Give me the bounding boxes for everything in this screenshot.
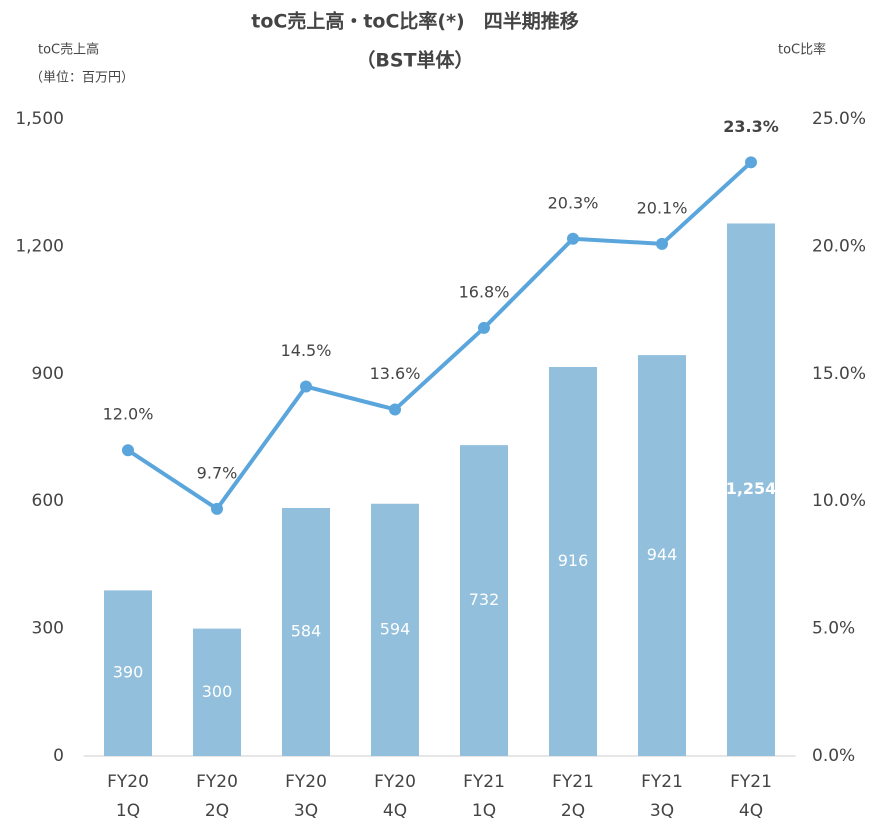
bar [193, 628, 241, 756]
bar-value-label: 916 [558, 551, 589, 570]
line-value-label: 23.3% [723, 117, 779, 136]
line-value-label: 14.5% [281, 341, 332, 360]
y-tick-label: 0 [53, 746, 64, 766]
bar-value-label: 300 [202, 682, 233, 701]
y2-tick-label: 0.0% [812, 746, 855, 766]
chart-title: toC売上高・toC比率(*) 四半期推移 [251, 10, 578, 33]
x-tick-label: FY21 1Q [463, 772, 505, 819]
bar-value-label: 1,254 [726, 479, 777, 498]
line-point [300, 380, 312, 393]
line [126, 160, 753, 512]
bar-value-label: 390 [113, 663, 144, 682]
y-axis-unit: （単位：百万円） [30, 70, 134, 86]
line-point [567, 232, 579, 245]
bar [104, 590, 152, 756]
line-point [656, 237, 668, 250]
y-tick-label: 1,200 [15, 236, 64, 256]
line-point [745, 156, 757, 169]
y2-tick-label: 5.0% [812, 619, 855, 639]
line-value-label: 20.1% [637, 198, 688, 217]
line-point [122, 444, 134, 457]
line-value-label: 20.3% [548, 193, 599, 212]
x-tick-label: FY20 3Q [285, 772, 327, 819]
bar-value-label: 732 [469, 590, 500, 609]
y-tick-label: 600 [32, 491, 64, 511]
y-tick-label: 900 [32, 364, 64, 384]
y-tick-label: 300 [32, 619, 64, 639]
x-tick-label: FY20 2Q [196, 772, 238, 819]
line-value-label: 13.6% [370, 364, 421, 383]
bar [549, 367, 597, 756]
line-value-label: 9.7% [197, 463, 238, 482]
line-point [211, 502, 223, 515]
bar [371, 503, 419, 756]
y2-tick-label: 15.0% [812, 364, 866, 384]
y-axis-label: toC売上高 [38, 42, 99, 58]
bar [727, 223, 775, 756]
chart-subtitle: （BST単体） [356, 49, 473, 72]
x-tick-label: FY21 3Q [641, 772, 683, 819]
bar [638, 355, 686, 756]
y2-tick-label: 25.0% [812, 109, 866, 129]
y2-axis-label: toC比率 [778, 42, 826, 58]
line-value-label: 16.8% [459, 282, 510, 301]
bar-value-label: 944 [647, 545, 678, 564]
x-tick-label: FY20 1Q [107, 772, 149, 819]
x-tick-label: FY20 4Q [374, 772, 416, 819]
y2-tick-label: 20.0% [812, 236, 866, 256]
x-tick-label: FY21 2Q [552, 772, 594, 819]
line-point [389, 403, 401, 416]
line-value-label: 12.0% [103, 405, 154, 424]
bar-value-label: 584 [291, 621, 322, 640]
bar [460, 445, 508, 756]
bar-value-label: 594 [380, 619, 411, 638]
bar [282, 507, 330, 756]
x-tick-label: FY21 4Q [730, 772, 772, 819]
y-tick-label: 1,500 [15, 109, 64, 129]
line-point [478, 321, 490, 334]
y2-tick-label: 10.0% [812, 491, 866, 511]
